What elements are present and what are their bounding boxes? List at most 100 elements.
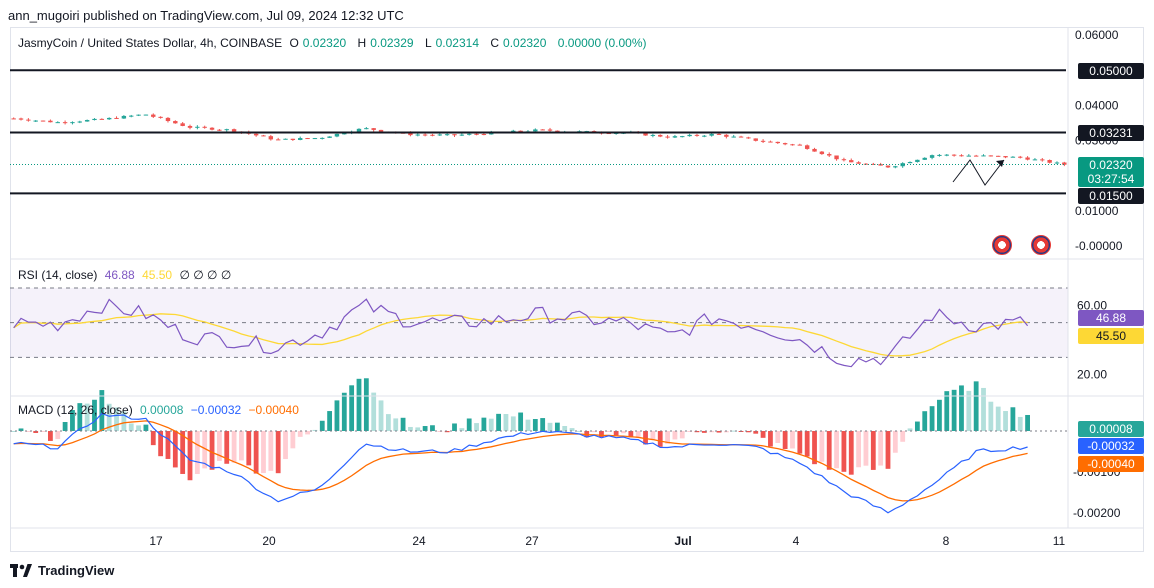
candle-body bbox=[650, 134, 656, 136]
macd-hist-bar bbox=[812, 431, 817, 465]
macd-hist-bar bbox=[790, 431, 795, 449]
candle-body bbox=[775, 141, 780, 144]
candle-body bbox=[136, 114, 141, 116]
candle-body bbox=[518, 130, 523, 132]
macd-hist-bar bbox=[716, 431, 722, 433]
candle-body bbox=[143, 114, 149, 116]
footer-brand: TradingView bbox=[38, 563, 115, 578]
candle-body bbox=[907, 162, 913, 164]
candle-body bbox=[702, 135, 707, 137]
macd-hist-bar bbox=[768, 431, 773, 447]
candle-body bbox=[437, 134, 443, 136]
event-flag-icon[interactable] bbox=[992, 235, 1012, 255]
macd-hist-bar bbox=[136, 425, 141, 431]
macd-hist-bar bbox=[959, 385, 964, 431]
candle-body bbox=[680, 136, 685, 138]
macd-hist-bar bbox=[621, 431, 626, 434]
rsi-flags: ∅ ∅ ∅ ∅ bbox=[179, 268, 232, 282]
candle-body bbox=[966, 155, 972, 157]
candle-body bbox=[746, 137, 751, 139]
candle-body bbox=[827, 154, 832, 156]
candle-body bbox=[988, 155, 994, 157]
candle-body bbox=[165, 117, 171, 122]
candle-body bbox=[55, 122, 60, 124]
macd-hist-bar bbox=[481, 417, 487, 431]
candle-body bbox=[951, 154, 957, 156]
rsi-badge: 46.88 bbox=[1078, 310, 1144, 326]
macd-hist-bar bbox=[385, 414, 391, 431]
macd-hist-bar bbox=[797, 431, 803, 454]
candle-body bbox=[415, 134, 420, 136]
candle-body bbox=[290, 138, 296, 140]
macd-hist-bar bbox=[84, 403, 90, 431]
candle-body bbox=[1047, 160, 1052, 163]
macd-hist-bar bbox=[99, 390, 105, 431]
candle-body bbox=[305, 138, 310, 140]
candle-body bbox=[378, 129, 384, 132]
macd-hist-bar bbox=[1010, 407, 1016, 431]
candle-body bbox=[26, 119, 31, 121]
price-axis-tick: -0.00000 bbox=[1075, 239, 1123, 253]
rsi-title[interactable]: RSI (14, close) bbox=[18, 268, 98, 282]
macd-hist-bar bbox=[782, 431, 788, 449]
candle-body bbox=[452, 134, 457, 136]
macd-hist-bar bbox=[327, 411, 333, 431]
symbol-title[interactable]: JasmyCoin / United States Dollar, 4h, CO… bbox=[18, 36, 283, 50]
event-flag-icon[interactable] bbox=[1031, 235, 1051, 255]
macd-hist-bar bbox=[319, 420, 325, 431]
candle-body bbox=[738, 136, 744, 138]
candle-body bbox=[18, 118, 24, 120]
candle-body bbox=[893, 166, 898, 168]
projection-arrow bbox=[952, 159, 1005, 186]
macd-hist-bar bbox=[40, 431, 46, 432]
candle-body bbox=[841, 159, 847, 161]
macd-signal-line bbox=[13, 420, 1028, 502]
level-badge-03231: 0.03231 bbox=[1078, 125, 1144, 141]
macd-hist-bar bbox=[540, 418, 546, 431]
macd-hist-bar bbox=[92, 399, 97, 431]
candle-body bbox=[782, 143, 788, 145]
macd-hist-bar bbox=[892, 431, 898, 453]
macd-hist-bar bbox=[988, 401, 994, 431]
macd-badge: -0.00032 bbox=[1078, 438, 1144, 454]
macd-title[interactable]: MACD (12, 26, close) bbox=[18, 403, 133, 417]
macd-hist-bar bbox=[158, 431, 164, 457]
candle-body bbox=[1040, 159, 1045, 161]
candle-body bbox=[900, 163, 905, 167]
candle-body bbox=[40, 120, 46, 122]
macd-hist-bar bbox=[687, 431, 693, 432]
macd-hist-bar bbox=[834, 431, 839, 469]
candle-body bbox=[915, 159, 920, 163]
macd-hist-bar bbox=[613, 431, 619, 436]
macd-hist-bar bbox=[378, 400, 384, 431]
macd-hist-bar bbox=[643, 431, 648, 445]
candle-body bbox=[187, 125, 193, 128]
candle-body bbox=[731, 136, 736, 138]
candle-body bbox=[996, 155, 1001, 157]
candle-body bbox=[268, 136, 274, 140]
tradingview-logo-icon bbox=[10, 563, 32, 577]
macd-hist-bar bbox=[518, 412, 524, 431]
macd-hist-bar bbox=[650, 431, 656, 440]
price-axis-tick: 0.01000 bbox=[1075, 204, 1119, 218]
rsi-ma-badge: 45.50 bbox=[1078, 328, 1144, 344]
macd-hist-bar bbox=[745, 431, 751, 433]
macd-hist-bar bbox=[878, 431, 884, 466]
candle-body bbox=[665, 136, 670, 138]
candle-body bbox=[444, 134, 450, 136]
macd-hist-bar bbox=[459, 428, 465, 431]
macd-hist-bar bbox=[562, 426, 568, 431]
rsi-line bbox=[13, 298, 1029, 368]
rsi-axis-tick: 20.00 bbox=[1077, 368, 1107, 382]
macd-hist-bar bbox=[334, 400, 340, 431]
candle-body bbox=[547, 129, 553, 131]
candle-body bbox=[48, 120, 53, 123]
macd-hist-bar bbox=[239, 431, 244, 461]
candle-body bbox=[298, 138, 303, 140]
macd-hist-bar bbox=[363, 378, 369, 431]
candle-body bbox=[540, 129, 545, 131]
candle-body bbox=[474, 133, 479, 135]
candle-body bbox=[885, 165, 891, 168]
candle-body bbox=[70, 122, 75, 124]
